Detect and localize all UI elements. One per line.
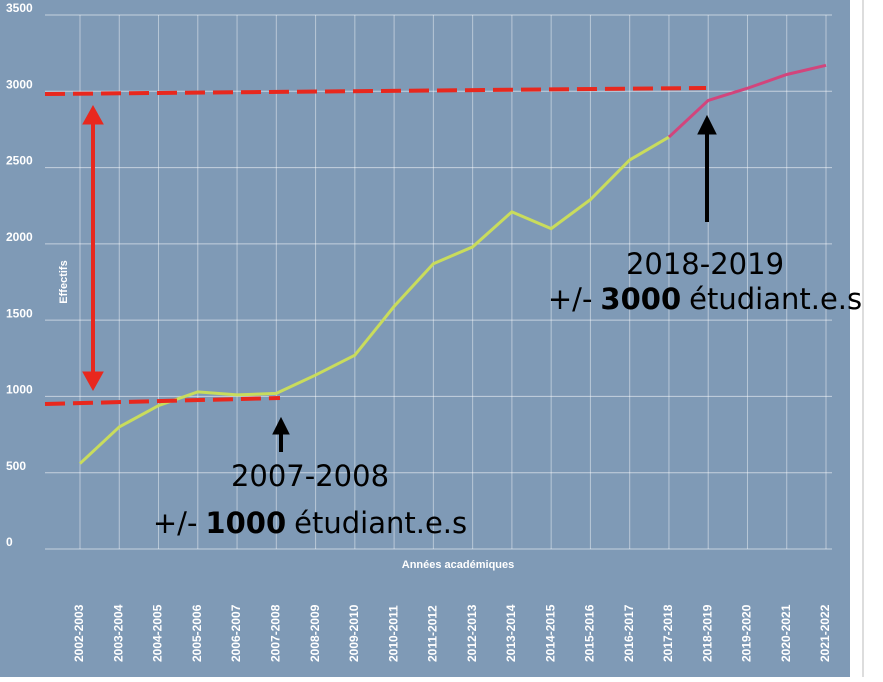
annotation-title: 2018-2019: [626, 247, 784, 281]
x-tick-label: 2007-2008: [268, 604, 282, 662]
y-tick-label: 2000: [6, 230, 33, 244]
line: [78, 135, 670, 465]
annotation-bold: 1000: [205, 506, 286, 540]
x-tick-label: 2017-2018: [661, 604, 675, 662]
x-tick-label: 2013-2014: [504, 604, 518, 662]
x-tick-label: 2010-2011: [386, 605, 400, 662]
double-arrow: [82, 104, 104, 392]
annotation-suffix: étudiant.e.s: [294, 506, 467, 540]
y-axis-label: Effectifs: [58, 260, 70, 303]
x-axis-label: Années académiques: [402, 559, 515, 571]
x-tick-label: 2016-2017: [622, 604, 636, 662]
x-tick-label: 2004-2005: [151, 604, 165, 662]
annotation-bold: 3000: [600, 282, 681, 316]
y-tick-label: 1500: [6, 306, 33, 320]
y-tick-label: 500: [6, 459, 26, 473]
side-panel: [850, 0, 883, 677]
dashed-level: [44, 86, 707, 96]
x-tick-label: 2020-2021: [779, 604, 793, 662]
x-tick-label: 2014-2015: [543, 604, 557, 662]
x-tick-label: 2009-2010: [347, 604, 361, 662]
x-tick-label: 2015-2016: [583, 604, 597, 662]
x-tick-label: 2002-2003: [72, 604, 86, 662]
x-tick-label: 2003-2004: [111, 604, 125, 662]
x-tick-label: 2006-2007: [229, 604, 243, 662]
y-tick-label: 0: [6, 535, 13, 549]
x-tick-label: 2011-2012: [426, 605, 440, 662]
dashed-level: [44, 396, 281, 406]
y-tick-label: 3500: [6, 1, 33, 15]
background: [0, 0, 850, 677]
x-tick-label: 2008-2009: [308, 604, 322, 662]
arrow: [272, 114, 717, 452]
x-tick-label: 2019-2020: [740, 604, 754, 662]
y-tick-label: 2500: [6, 154, 33, 168]
y-tick-label: 3000: [6, 77, 33, 91]
annotation-prefix: +/-: [153, 506, 198, 540]
annotation-prefix: +/-: [548, 282, 593, 316]
annotation-text: +/- 3000 étudiant.e.s: [548, 282, 862, 316]
line: [667, 63, 827, 139]
annotation-text: +/- 1000 étudiant.e.s: [153, 506, 467, 540]
x-tick-label: 2005-2006: [190, 604, 204, 662]
annotation-title: 2007-2008: [231, 459, 389, 493]
x-tick-label: 2012-2013: [465, 604, 479, 662]
annotation-suffix: étudiant.e.s: [689, 282, 862, 316]
x-tick-label: 2021-2022: [818, 604, 832, 662]
y-tick-label: 1000: [6, 383, 33, 397]
x-tick-label: 2018-2019: [700, 604, 714, 662]
